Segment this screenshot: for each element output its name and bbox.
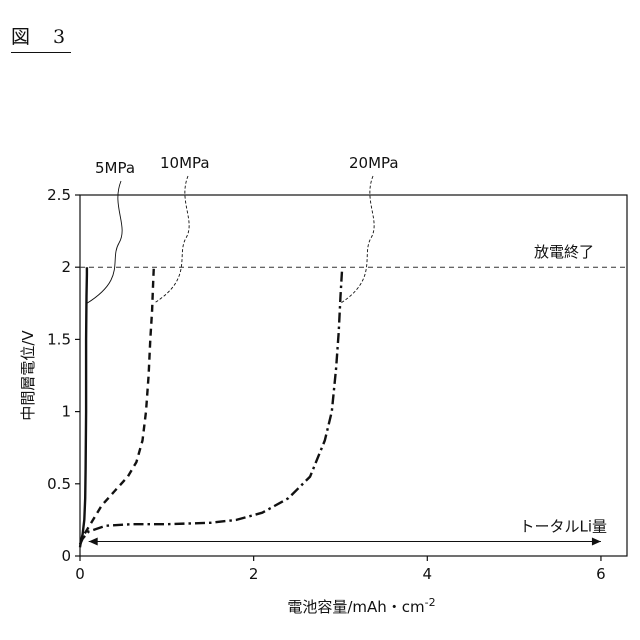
series-label-10mpa: 10MPa <box>160 154 210 172</box>
x-axis-label-main: 電池容量/mAh・cm <box>287 598 424 616</box>
y-tick-label: 0.5 <box>47 475 71 493</box>
annotation-layer: 放電終了 5MPa 10MPa 20MPa トータルLi量 <box>80 154 627 546</box>
series-line-20mpa <box>80 267 342 544</box>
y-tick-label: 2 <box>61 258 71 276</box>
x-tick-label: 6 <box>596 565 606 583</box>
x-tick-label: 2 <box>249 565 259 583</box>
x-axis-label-sup: -2 <box>425 596 436 609</box>
y-tick-label: 2.5 <box>47 186 71 204</box>
series-label-20mpa: 20MPa <box>349 154 399 172</box>
x-tick-label: 4 <box>423 565 433 583</box>
total-li-arrow-head-right <box>592 538 601 546</box>
series-line-5mpa <box>80 267 87 547</box>
total-li-label: トータルLi量 <box>519 518 607 536</box>
series-layer <box>80 267 342 547</box>
y-tick-label: 1.5 <box>47 330 71 348</box>
x-axis-label: 電池容量/mAh・cm-2 <box>287 596 435 616</box>
y-axis-label: 中間層電位/V <box>19 330 37 421</box>
series-label-5mpa: 5MPa <box>95 159 135 177</box>
total-li-arrow-head-left <box>89 538 98 546</box>
series-line-10mpa <box>80 267 154 544</box>
series-leader-5mpa <box>87 181 122 303</box>
cutoff-label: 放電終了 <box>534 243 594 261</box>
y-tick-label: 0 <box>61 547 71 565</box>
y-tick-label: 1 <box>61 403 71 421</box>
x-tick-label: 0 <box>75 565 85 583</box>
